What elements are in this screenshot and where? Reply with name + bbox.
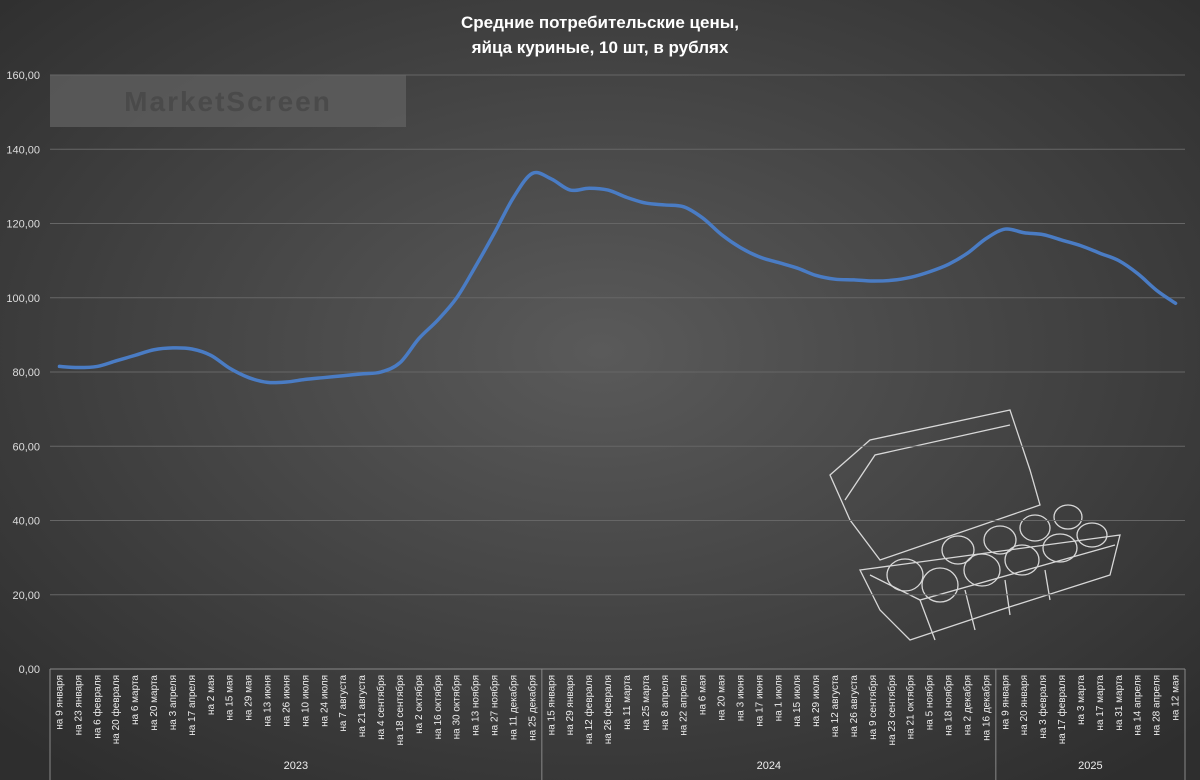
x-tick-label: на 7 августа	[338, 675, 349, 732]
x-tick-label: на 25 декабря	[526, 675, 538, 741]
x-tick-label: на 29 мая	[244, 675, 255, 721]
y-tick-label: 160,00	[6, 70, 40, 82]
x-tick-label: на 5 ноября	[924, 675, 936, 730]
egg-carton-sketch	[829, 409, 1121, 641]
x-tick-label: на 31 марта	[1114, 675, 1125, 731]
y-tick-label: 100,00	[6, 293, 40, 305]
x-tick-label: на 11 марта	[622, 675, 633, 730]
x-tick-label: на 16 декабря	[980, 675, 992, 741]
x-tick-label: на 6 марта	[130, 675, 141, 725]
x-tick-label: на 17 марта	[1095, 675, 1106, 731]
y-tick-label: 120,00	[6, 219, 40, 231]
x-tick-label: на 15 января	[546, 675, 557, 735]
x-tick-label: на 15 мая	[225, 675, 236, 721]
x-tick-label: на 28 апреля	[1152, 675, 1163, 736]
x-tick-label: на 8 апреля	[660, 675, 671, 730]
x-tick-label: на 3 марта	[1076, 675, 1087, 725]
x-tick-label: на 4 сентября	[375, 675, 387, 740]
x-group-label: 2024	[757, 760, 781, 772]
x-tick-label: на 21 октября	[905, 675, 917, 739]
x-tick-label: на 9 сентября	[867, 675, 879, 740]
x-tick-label: на 15 июля	[792, 675, 803, 727]
x-tick-label: на 14 апреля	[1133, 675, 1144, 736]
x-tick-label: на 12 мая	[1171, 675, 1182, 721]
x-tick-label: на 21 августа	[357, 675, 368, 738]
x-tick-label: на 16 октября	[432, 675, 444, 739]
x-tick-label: на 17 февраля	[1056, 675, 1068, 744]
x-tick-label: на 29 января	[565, 675, 576, 735]
x-tick-label: на 1 июля	[773, 675, 784, 721]
x-tick-label: на 17 июня	[754, 675, 765, 727]
x-group-label: 2023	[284, 760, 308, 772]
y-tick-label: 0,00	[19, 664, 40, 676]
x-tick-label: на 26 февраля	[602, 675, 614, 744]
x-tick-label: на 20 мая	[717, 675, 728, 721]
x-tick-label: на 13 июня	[263, 675, 274, 727]
chart-title: Средние потребительские цены,	[461, 13, 739, 32]
y-tick-label: 140,00	[6, 144, 40, 156]
x-tick-label: на 24 июля	[319, 675, 330, 727]
x-tick-label: на 2 мая	[206, 675, 217, 715]
y-tick-label: 40,00	[12, 516, 40, 528]
x-tick-label: на 18 сентября	[394, 675, 406, 745]
chart-subtitle: яйца куриные, 10 шт, в рублях	[471, 38, 729, 57]
x-tick-label: на 26 июня	[281, 675, 292, 727]
y-tick-label: 80,00	[12, 367, 40, 379]
x-tick-label: на 11 декабря	[507, 675, 519, 740]
watermark-box	[50, 75, 406, 127]
x-tick-label: на 6 мая	[698, 675, 709, 715]
x-tick-label: на 25 марта	[641, 675, 652, 731]
x-tick-label: на 23 января	[73, 675, 84, 735]
x-tick-label: на 17 апреля	[187, 675, 198, 736]
x-tick-label: на 9 января	[1000, 675, 1011, 730]
price-line	[57, 170, 1178, 385]
x-tick-label: на 12 августа	[830, 675, 841, 738]
y-tick-label: 60,00	[12, 441, 40, 453]
x-tick-label: на 9 января	[54, 675, 65, 730]
y-tick-label: 20,00	[12, 590, 40, 602]
x-tick-label: на 3 февраля	[1037, 675, 1049, 739]
x-tick-label: на 3 июня	[735, 675, 746, 721]
watermark: MarketScreen	[124, 86, 332, 117]
x-tick-label: на 20 января	[1019, 675, 1030, 735]
x-tick-label: на 30 октября	[451, 675, 463, 739]
x-tick-label: на 12 февраля	[583, 675, 595, 744]
x-tick-label: на 20 марта	[149, 675, 160, 731]
x-tick-label: на 23 сентября	[886, 675, 898, 745]
x-tick-label: на 20 февраля	[110, 675, 122, 744]
x-tick-label: на 18 ноября	[943, 675, 955, 736]
x-tick-label: на 26 августа	[849, 675, 860, 738]
x-tick-label: на 29 июля	[811, 675, 822, 727]
x-tick-label: на 27 ноября	[489, 675, 501, 736]
x-tick-label: на 10 июля	[300, 675, 311, 727]
x-group-label: 2025	[1078, 760, 1102, 772]
x-tick-label: на 22 апреля	[679, 675, 690, 736]
x-tick-label: на 6 февраля	[91, 675, 103, 739]
x-tick-label: на 2 октября	[413, 675, 425, 734]
x-tick-label: на 3 апреля	[168, 675, 179, 730]
x-tick-label: на 13 ноября	[470, 675, 482, 736]
x-tick-label: на 2 декабря	[961, 675, 973, 735]
